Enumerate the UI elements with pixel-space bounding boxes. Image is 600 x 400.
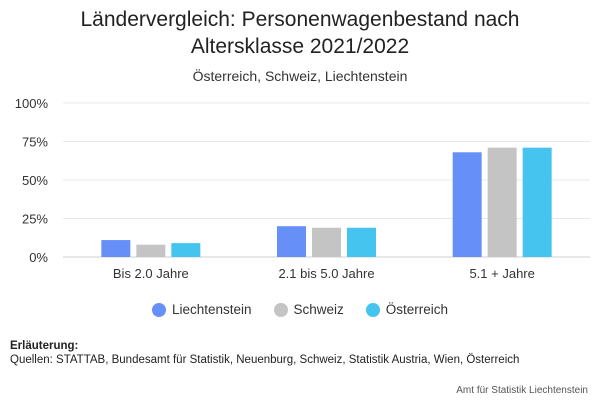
note-heading: Erläuterung: (10, 340, 79, 352)
legend-label-schweiz: Schweiz (293, 302, 344, 317)
legend-item-oesterreich[interactable]: Österreich (365, 302, 449, 317)
x-tick-label: 2.1 bis 5.0 Jahre (278, 266, 374, 281)
y-tick-label: 0% (29, 250, 48, 265)
y-tick-label: 25% (22, 212, 48, 227)
chart-title-line-2: Altersklasse 2021/2022 (190, 35, 410, 58)
x-tick-label: Bis 2.0 Jahre (113, 266, 189, 281)
bar (312, 227, 341, 257)
x-tick-label: 5.1 + Jahre (469, 266, 534, 281)
y-tick-label: 50% (22, 173, 48, 188)
bar-chart: 0% 25% 50% 75% 100% Bis 2.0 Jahre 2.1 bis 5.0 … (15, 96, 590, 281)
chart-title: Ländervergleich: Personenwagenbestand na… (0, 6, 600, 60)
legend-item-schweiz[interactable]: Schweiz (273, 302, 344, 317)
credit-text: Amt für Statistik Liechtenstein (456, 385, 588, 396)
legend-swatch-oesterreich (365, 302, 380, 317)
bar (101, 240, 131, 257)
legend-label-liechtenstein: Liechtenstein (171, 302, 252, 317)
bar (136, 244, 166, 257)
legend-swatch-schweiz (273, 302, 288, 317)
chart-title-line-1: Ländervergleich: Personenwagenbestand na… (80, 8, 520, 31)
bar (487, 147, 517, 257)
source-note: Quellen: STATTAB, Bundesamt für Statisti… (10, 354, 520, 366)
legend-item-liechtenstein[interactable]: Liechtenstein (151, 302, 252, 317)
chart-subtitle: Österreich, Schweiz, Liechtenstein (192, 68, 408, 84)
chart-legend: Liechtenstein Schweiz Österreich (0, 302, 600, 317)
y-tick-label: 75% (22, 135, 48, 150)
bar (171, 243, 201, 257)
bar (347, 227, 376, 257)
bar (522, 147, 552, 257)
bar (452, 152, 482, 257)
y-tick-label: 100% (15, 96, 49, 111)
legend-label-oesterreich: Österreich (385, 302, 449, 317)
bar (277, 226, 306, 257)
legend-swatch-liechtenstein (151, 302, 166, 317)
